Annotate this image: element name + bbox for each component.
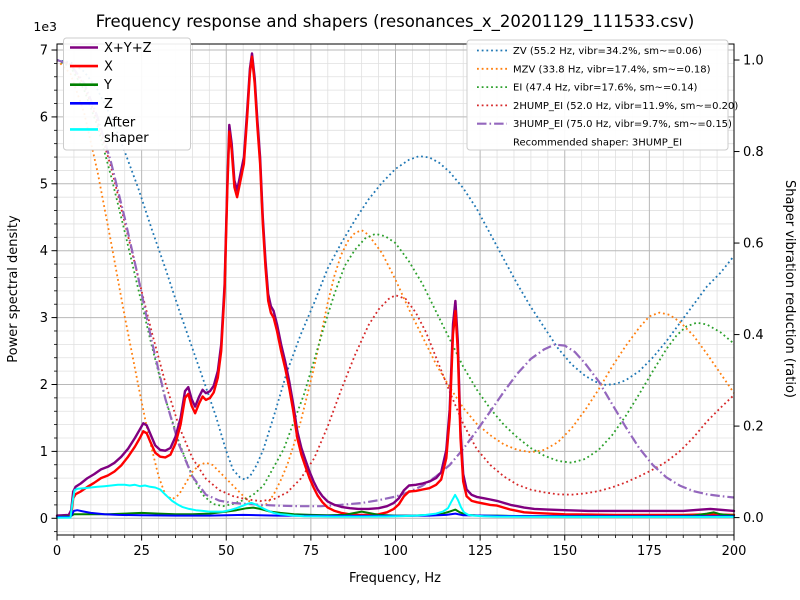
legend-entry-label: 2HUMP_EI (52.0 Hz, vibr=11.9%, sm~=0.20) — [513, 101, 738, 112]
x-tick-label: 50 — [218, 544, 235, 559]
legend-entry-label: Y — [103, 78, 112, 93]
y-right-tick-label: 0.0 — [743, 511, 764, 526]
y-left-tick-label: 5 — [40, 177, 48, 192]
shaper-series-line-3HUMP-EI — [56, 58, 735, 508]
legend-entry-label: X — [104, 60, 113, 75]
psd-series-line-X-Y-Z — [55, 52, 736, 517]
axes: 0 25 50 75 100 125 150 175 200 0 1 2 3 4 5 6 7 0.0 0.2 0.4 0… — [40, 43, 764, 559]
recommended-shaper-note: Recommended shaper: 3HUMP_EI — [513, 138, 682, 149]
y-left-axis-label: Power spectral density — [6, 215, 21, 363]
y-right-tick-label: 0.4 — [743, 328, 764, 343]
x-tick-label: 150 — [552, 544, 577, 559]
legend-shapers: ZV (55.2 Hz, vibr=34.2%, sm~=0.06) MZV (3… — [466, 39, 738, 151]
x-tick-label: 200 — [722, 544, 747, 559]
y-left-tick-label: 6 — [40, 110, 48, 125]
x-tick-label: 175 — [637, 544, 662, 559]
chart-title: Frequency response and shapers (resonanc… — [96, 12, 695, 32]
y-left-tick-label: 0 — [40, 512, 48, 527]
legend-entry-label: After — [104, 115, 136, 130]
x-tick-label: 125 — [468, 544, 493, 559]
y-left-tick-label: 4 — [40, 244, 48, 259]
legend-entry-label: X+Y+Z — [104, 41, 152, 56]
shaper-series-line-MZV — [56, 59, 735, 508]
y-left-tick-label: 1 — [40, 445, 48, 460]
legend-entry-label: 3HUMP_EI (75.0 Hz, vibr=9.7%, sm~=0.15) — [513, 119, 732, 130]
psd-series-line-X — [55, 55, 736, 519]
shaper-series-line-ZV — [56, 59, 735, 481]
y-right-axis-label: Shaper vibration reduction (ratio) — [782, 180, 797, 398]
x-tick-label: 0 — [53, 544, 61, 559]
legend-entry-label: ZV (55.2 Hz, vibr=34.2%, sm~=0.06) — [513, 46, 702, 57]
y-right-tick-label: 0.6 — [743, 237, 764, 252]
x-tick-label: 75 — [303, 544, 320, 559]
y-right-tick-label: 0.8 — [743, 145, 764, 160]
y-left-offset-label: 1e3 — [33, 19, 57, 34]
shaper-curves — [56, 58, 735, 508]
legend-entry-label: Z — [104, 97, 113, 112]
legend-entry-label: shaper — [104, 131, 149, 146]
x-axis-label: Frequency, Hz — [349, 571, 441, 586]
y-right-tick-label: 0.2 — [743, 420, 764, 435]
y-left-tick-label: 2 — [40, 378, 48, 393]
psd-series-line-After-shaper — [56, 483, 735, 519]
y-left-tick-label: 3 — [40, 311, 48, 326]
x-tick-label: 100 — [383, 544, 408, 559]
psd-curves — [55, 52, 736, 519]
legend-shapers-box — [466, 39, 729, 151]
x-tick-label: 25 — [133, 544, 150, 559]
shaper-series-line-EI — [56, 59, 735, 508]
legend-entry-label: EI (47.4 Hz, vibr=17.6%, sm~=0.14) — [513, 83, 698, 94]
y-right-tick-label: 1.0 — [743, 54, 764, 69]
y-left-tick-label: 7 — [40, 44, 48, 59]
legend-entry-label: MZV (33.8 Hz, vibr=17.4%, sm~=0.18) — [513, 64, 711, 75]
